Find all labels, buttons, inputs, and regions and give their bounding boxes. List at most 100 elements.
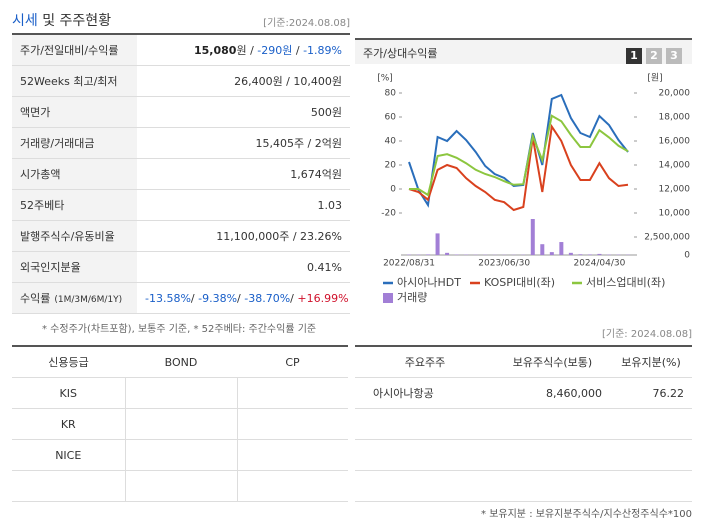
row-value: 0.41% bbox=[137, 251, 350, 283]
volume-bar bbox=[530, 219, 535, 255]
volume-bar bbox=[549, 252, 554, 255]
series-line bbox=[409, 114, 629, 197]
cell bbox=[495, 470, 610, 502]
section-title: 시세 및 주주현황 bbox=[12, 10, 111, 30]
price-table-wrap: 주가/전일대비/수익률 15,080원 / -290원 / -1.89% 52Wee… bbox=[12, 33, 350, 314]
legend-label: KOSPI대비(좌) bbox=[484, 276, 555, 289]
value-part: -1.89% bbox=[303, 44, 342, 57]
row-label-text: 액면가 bbox=[20, 106, 51, 119]
y-unit: [%] bbox=[377, 74, 393, 84]
value-part: -13.58% bbox=[145, 291, 191, 305]
value-part: -290원 bbox=[257, 44, 293, 57]
value-part: 26,400원 / 10,400원 bbox=[234, 75, 342, 88]
cell bbox=[125, 377, 238, 409]
footnote: * 보유지분 : 보유지분주식수/지수산정주식수*100 bbox=[481, 509, 692, 520]
row-value: 15,405주 / 2억원 bbox=[137, 127, 350, 159]
price-row: 52Weeks 최고/최저 26,400원 / 10,400원 bbox=[12, 65, 350, 97]
value-part: / bbox=[190, 291, 199, 305]
holder-cell: 8,460,000 bbox=[495, 377, 610, 409]
holder-cell: 76.22 bbox=[610, 377, 692, 409]
header-cell: CP bbox=[237, 345, 348, 378]
row-value: 26,400원 / 10,400원 bbox=[137, 65, 350, 97]
value-part: 1,674억원 bbox=[290, 168, 342, 181]
header-row: 신용등급 BOND CP bbox=[12, 345, 348, 378]
chart-button[interactable]: 3 bbox=[666, 48, 682, 64]
y-tick-label: 0 bbox=[390, 185, 396, 195]
volume-bar bbox=[578, 254, 583, 255]
volume-bar bbox=[559, 242, 564, 255]
row-label: 수익률 (1M/3M/6M/1Y) bbox=[12, 282, 137, 314]
note: * 수정주가(차트포함), 보통주 기준, * 52주베타: 주간수익률 기준 bbox=[42, 324, 317, 335]
value-part: 11,100,000주 / 23.26% bbox=[216, 230, 342, 243]
row-label: 발행주식수/유동비율 bbox=[12, 220, 137, 252]
row-label: 액면가 bbox=[12, 96, 137, 128]
row-label: 거래량/거래대금 bbox=[12, 127, 137, 159]
volume-tick-label: 2,500,000 bbox=[644, 233, 690, 243]
header-cell: BOND bbox=[125, 345, 237, 378]
cell bbox=[237, 470, 348, 502]
x-tick-label: 2023/06/30 bbox=[478, 259, 530, 269]
credit-row bbox=[12, 470, 348, 502]
legend-swatch bbox=[383, 293, 393, 303]
legend-label: 거래량 bbox=[397, 291, 427, 304]
row-value: 11,100,000주 / 23.26% bbox=[137, 220, 350, 252]
row-label-text: 수익률 bbox=[20, 292, 51, 305]
cell bbox=[12, 470, 126, 502]
series-line bbox=[408, 123, 629, 212]
row-label: 52주베타 bbox=[12, 189, 137, 221]
cell bbox=[355, 408, 495, 440]
holder-row bbox=[355, 439, 692, 471]
header-cell: 주요주주 bbox=[355, 345, 495, 378]
chart-button[interactable]: 2 bbox=[646, 48, 662, 64]
price-row: 수익률 (1M/3M/6M/1Y) -13.58%/ -9.38%/ -38.70%… bbox=[12, 282, 350, 314]
header-cell: 보유주식수(보통) bbox=[495, 345, 610, 378]
value-part: -38.70% bbox=[244, 291, 291, 305]
value-part: / bbox=[290, 291, 298, 305]
value-part: 원 / bbox=[236, 44, 258, 57]
value-part: / bbox=[292, 44, 304, 57]
agency: NICE bbox=[12, 439, 126, 471]
volume-bar bbox=[597, 253, 602, 255]
price-row: 거래량/거래대금 15,405주 / 2억원 bbox=[12, 127, 350, 159]
row-label: 시가총액 bbox=[12, 158, 137, 190]
value-part: 500원 bbox=[310, 106, 342, 119]
cell bbox=[125, 439, 238, 471]
holder-table: 주요주주 보유주식수(보통) 보유지분(%) 아시아나항공 8,460,000 76.22 bbox=[355, 345, 692, 502]
volume-bar bbox=[426, 254, 431, 255]
price-row: 시가총액 1,674억원 bbox=[12, 158, 350, 190]
y2-tick-label: 20,000 bbox=[659, 89, 691, 99]
header-cell: 신용등급 bbox=[12, 345, 125, 378]
row-label: 52Weeks 최고/최저 bbox=[12, 65, 137, 97]
y-tick-label: 80 bbox=[385, 89, 397, 99]
legend-label: 서비스업대비(좌) bbox=[586, 276, 665, 289]
volume-bar bbox=[445, 252, 450, 255]
cell bbox=[610, 439, 692, 471]
volume-bar bbox=[587, 254, 592, 255]
holder-row bbox=[355, 408, 692, 440]
row-label-text: 외국인지분율 bbox=[20, 261, 81, 274]
chart: [%] [원] -20 0 20 40 60 80 10,000 12,000 14,000 16,0… bbox=[377, 73, 691, 305]
x-tick-label: 2024/04/30 bbox=[573, 259, 625, 269]
y-tick-label: -20 bbox=[381, 209, 396, 219]
row-value: 500원 bbox=[137, 96, 350, 128]
header-cell: 보유지분(%) bbox=[610, 345, 692, 378]
y2-tick-label: 10,000 bbox=[659, 209, 691, 219]
chart-button[interactable]: 1 bbox=[626, 48, 642, 64]
y2-unit: [원] bbox=[647, 73, 662, 84]
price-row: 52주베타 1.03 bbox=[12, 189, 350, 221]
title-highlight: 시세 bbox=[12, 13, 38, 29]
y-tick-label: 20 bbox=[385, 161, 397, 171]
cell bbox=[355, 439, 495, 471]
volume-bar bbox=[435, 233, 440, 255]
base-date: [기준:2024.08.08] bbox=[263, 18, 350, 29]
legend-label: 아시아나HDT bbox=[397, 276, 461, 289]
value-part: / bbox=[237, 291, 245, 305]
value-part: 0.41% bbox=[307, 260, 342, 274]
cell bbox=[237, 408, 348, 440]
row-label-text: 주가/전일대비/수익률 bbox=[20, 44, 119, 57]
row-value: 15,080원 / -290원 / -1.89% bbox=[137, 35, 350, 66]
cell bbox=[237, 377, 348, 409]
row-value: 1.03 bbox=[137, 189, 350, 221]
cell bbox=[125, 408, 238, 440]
